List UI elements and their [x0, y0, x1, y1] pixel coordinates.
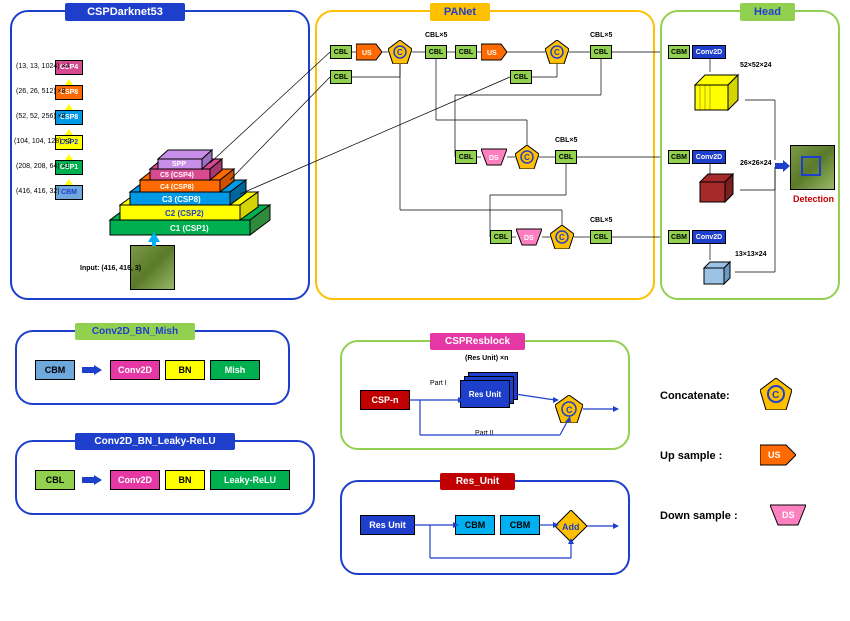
head-cbm-1: CBM	[668, 45, 690, 59]
head-cbm-3: CBM	[668, 230, 690, 244]
panet-cbl-1a: CBL	[330, 45, 352, 59]
panet-c2: C	[545, 40, 569, 64]
panet-cbl-2a: CBL	[455, 150, 477, 164]
panet-cbl-1c: CBL	[455, 45, 477, 59]
pyramid: C1 (CSP1) C2 (CSP2) C3 (CSP8) C4 (CSP8) …	[100, 70, 310, 240]
leaky-bn: BN	[165, 470, 205, 490]
svg-text:US: US	[362, 50, 372, 57]
panet-cbl5-4: CBL	[590, 230, 612, 244]
input-label: Input: (416, 416, 3)	[80, 265, 141, 272]
head-cube-1	[690, 70, 745, 115]
mish-arrow	[82, 365, 102, 375]
panet-cblx5-3: CBL×5	[555, 137, 577, 144]
panet-cbl-1d: CBL	[510, 70, 532, 84]
title-panet: PANet	[430, 3, 490, 21]
svg-text:DS: DS	[782, 510, 795, 520]
svg-text:US: US	[487, 50, 497, 57]
legend-concat: Concatenate:	[660, 390, 730, 402]
panet-cbl5-1: CBL	[425, 45, 447, 59]
mish-bn: BN	[165, 360, 205, 380]
panet-c3: C	[515, 145, 539, 169]
svg-text:C: C	[397, 48, 403, 57]
svg-text:SPP: SPP	[172, 161, 186, 168]
legend-ds-icon: DS	[770, 502, 806, 528]
head-dim-3: 13×13×24	[735, 251, 767, 258]
title-head: Head	[740, 3, 795, 21]
panet-ds1: DS	[481, 147, 507, 167]
input-arrow	[148, 232, 160, 246]
head-cbm-2: CBM	[668, 150, 690, 164]
mish-cbm: CBM	[35, 360, 75, 380]
svg-text:C: C	[559, 233, 565, 242]
svg-text:C2 (CSP2): C2 (CSP2)	[165, 209, 204, 218]
leaky-relu: Leaky-ReLU	[210, 470, 290, 490]
panet-cbl-3a: CBL	[490, 230, 512, 244]
detection-image	[790, 145, 835, 190]
title-cspdarknet: CSPDarknet53	[65, 3, 185, 21]
detection-arrow	[775, 160, 790, 172]
title-conv-mish: Conv2D_BN_Mish	[75, 323, 195, 340]
title-conv-leaky: Conv2D_BN_Leaky-ReLU	[75, 433, 235, 450]
mish-mish: Mish	[210, 360, 260, 380]
panet-us1: US	[356, 42, 382, 62]
head-cube-2	[695, 170, 740, 208]
svg-text:DS: DS	[489, 155, 499, 162]
ru-lines	[340, 480, 630, 575]
legend-us-icon: US	[760, 442, 796, 468]
svg-text:US: US	[768, 450, 781, 460]
svg-text:C: C	[772, 390, 779, 401]
stack-arrows	[55, 60, 83, 200]
head-conv2d-1: Conv2D	[692, 45, 726, 59]
head-dim-1: 52×52×24	[740, 62, 772, 69]
leaky-cbl: CBL	[35, 470, 75, 490]
panet-c1: C	[388, 40, 412, 64]
head-conv2d-2: Conv2D	[692, 150, 726, 164]
head-conv2d-3: Conv2D	[692, 230, 726, 244]
detection-label: Detection	[793, 194, 834, 204]
panet-cbl5-3: CBL	[555, 150, 577, 164]
head-cube-3	[700, 258, 738, 290]
svg-text:C: C	[524, 153, 530, 162]
legend-downsample: Down sample :	[660, 510, 738, 522]
mish-conv2d: Conv2D	[110, 360, 160, 380]
panet-cblx5-2: CBL×5	[590, 32, 612, 39]
dim-cbm: (416, 416, 32)	[16, 188, 60, 195]
csp-lines	[340, 340, 630, 450]
panet-cbl5-2: CBL	[590, 45, 612, 59]
legend-c-icon: C	[760, 378, 792, 410]
panet-cblx5-4: CBL×5	[590, 217, 612, 224]
svg-text:C1 (CSP1): C1 (CSP1)	[170, 224, 209, 233]
panet-cblx5-1: CBL×5	[425, 32, 447, 39]
legend-upsample: Up sample :	[660, 450, 722, 462]
svg-text:C5 (CSP4): C5 (CSP4)	[160, 172, 194, 179]
leaky-arrow	[82, 475, 102, 485]
svg-text:C: C	[554, 48, 560, 57]
svg-text:C4 (CSP8): C4 (CSP8)	[160, 184, 194, 191]
panet-ds2: DS	[516, 227, 542, 247]
svg-text:C3 (CSP8): C3 (CSP8)	[162, 195, 201, 204]
svg-text:DS: DS	[524, 235, 534, 242]
panet-cbl-1b: CBL	[330, 70, 352, 84]
panet-c4: C	[550, 225, 574, 249]
head-dim-2: 26×26×24	[740, 160, 772, 167]
panet-us2: US	[481, 42, 507, 62]
leaky-conv2d: Conv2D	[110, 470, 160, 490]
